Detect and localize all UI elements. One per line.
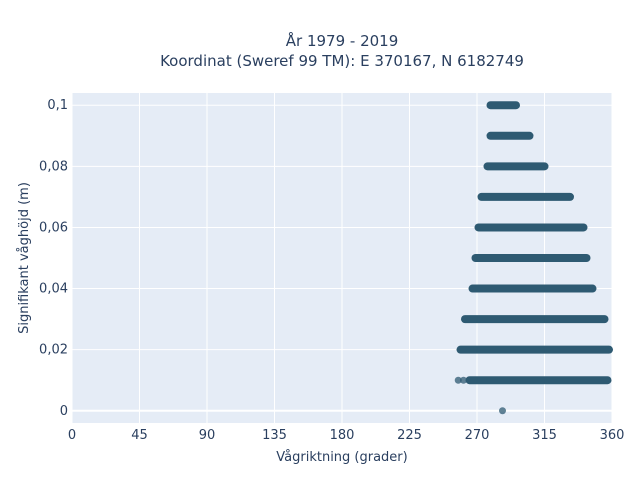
scatter-point [460, 376, 467, 384]
y-tick-label: 0,02 [39, 343, 68, 358]
y-axis-title: Signifikant våghöjd (m) [17, 182, 32, 334]
scatter-point [499, 407, 506, 415]
y-tick-label: 0,08 [39, 159, 68, 174]
x-tick-label: 90 [199, 428, 216, 443]
y-tick-label: 0,1 [47, 98, 68, 113]
x-axis-title: Vågriktning (grader) [276, 450, 407, 465]
chart-title: År 1979 - 2019 [286, 31, 399, 50]
y-tick-label: 0,04 [39, 282, 68, 297]
y-axis-ticks: 0 0,02 0,04 0,06 0,08 0,1 [39, 98, 68, 419]
x-tick-label: 135 [262, 428, 287, 443]
y-tick-label: 0,06 [39, 220, 68, 235]
scatter-points [454, 101, 613, 415]
chart-subtitle: Koordinat (Sweref 99 TM): E 370167, N 61… [160, 52, 524, 70]
x-tick-label: 225 [397, 428, 422, 443]
x-tick-label: 315 [532, 428, 557, 443]
x-axis-ticks: 0 45 90 135 180 225 270 315 360 [68, 428, 625, 443]
x-tick-label: 45 [131, 428, 148, 443]
x-tick-label: 360 [600, 428, 625, 443]
x-tick-label: 180 [330, 428, 355, 443]
x-tick-label: 270 [465, 428, 490, 443]
x-tick-label: 0 [68, 428, 76, 443]
y-tick-label: 0 [60, 404, 68, 419]
scatter-point [454, 376, 462, 384]
